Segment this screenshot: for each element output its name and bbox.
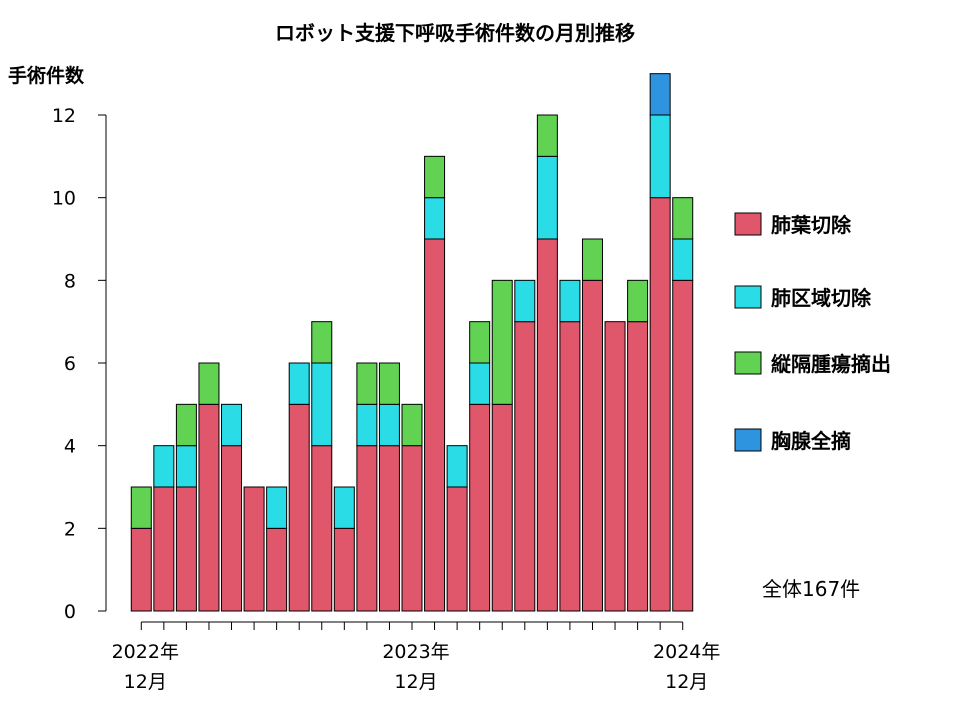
bar-segment bbox=[514, 321, 536, 612]
bar-segment bbox=[130, 486, 152, 529]
y-axis-label: 手術件数 bbox=[8, 64, 85, 87]
legend-swatch bbox=[734, 212, 762, 236]
bar-segment bbox=[672, 197, 694, 240]
plot-area bbox=[130, 73, 694, 612]
bar-segment bbox=[649, 73, 671, 116]
bar-segment bbox=[581, 238, 603, 281]
legend-swatch bbox=[734, 428, 762, 452]
total-annotation: 全体167件 bbox=[762, 577, 860, 601]
bar-segment bbox=[491, 403, 513, 612]
legend-label: 肺葉切除 bbox=[771, 213, 852, 237]
bar-segment bbox=[536, 155, 558, 240]
y-tick-label: 6 bbox=[64, 353, 76, 375]
bar-segment bbox=[153, 445, 175, 488]
bar-segment bbox=[627, 279, 649, 323]
bar-segment bbox=[378, 362, 400, 405]
x-tick-label: 12月 bbox=[124, 671, 167, 693]
bar-segment bbox=[311, 362, 333, 447]
bar-segment bbox=[559, 279, 581, 323]
y-tick-label: 8 bbox=[64, 270, 76, 292]
legend-swatch bbox=[734, 285, 762, 309]
axes: 0 2 4 6 8 10 12 2022年 12月 2023年 12月 2024年 12月 bbox=[52, 105, 721, 693]
bar-segment bbox=[401, 445, 423, 612]
bar-segment bbox=[446, 445, 468, 488]
bar-segment bbox=[424, 197, 446, 240]
bar-segment bbox=[311, 321, 333, 364]
bar-segment bbox=[469, 362, 491, 405]
bar-segment bbox=[672, 279, 694, 612]
bar-segment bbox=[221, 403, 243, 447]
bar-segment bbox=[536, 238, 558, 612]
bar-segment bbox=[536, 114, 558, 157]
bar-segment bbox=[378, 445, 400, 612]
bar-segment bbox=[288, 403, 310, 612]
bar-segment bbox=[649, 197, 671, 612]
bar-segment bbox=[356, 362, 378, 405]
bar-segment bbox=[175, 486, 197, 612]
bar-segment bbox=[266, 527, 288, 612]
chart-title: ロボット支援下呼吸手術件数の月別推移 bbox=[275, 21, 635, 45]
bar-segment bbox=[491, 279, 513, 405]
bar-segment bbox=[221, 445, 243, 612]
bar-segment bbox=[514, 279, 536, 323]
y-tick-label: 12 bbox=[52, 105, 76, 127]
bar-segment bbox=[559, 321, 581, 612]
bar-segment bbox=[130, 527, 152, 612]
y-tick-label: 2 bbox=[64, 518, 76, 540]
legend-label: 肺区域切除 bbox=[771, 286, 872, 310]
bar-segment bbox=[604, 321, 626, 612]
bar-segment bbox=[333, 486, 355, 529]
bar-segment bbox=[424, 238, 446, 612]
legend-label: 縦隔腫瘍摘出 bbox=[771, 352, 891, 376]
bar-segment bbox=[288, 362, 310, 405]
bar-segment bbox=[649, 114, 671, 199]
x-tick-label: 2023年 bbox=[382, 641, 449, 663]
y-tick-label: 10 bbox=[52, 188, 76, 210]
x-tick-label: 12月 bbox=[394, 671, 437, 693]
bar-segment bbox=[243, 486, 265, 612]
bar-segment bbox=[198, 362, 220, 405]
bar-segment bbox=[378, 403, 400, 447]
bar-segment bbox=[581, 279, 603, 612]
legend-label: 胸腺全摘 bbox=[771, 429, 851, 453]
bar-segment bbox=[153, 486, 175, 612]
y-tick-label: 0 bbox=[64, 601, 76, 623]
bar-segment bbox=[356, 445, 378, 612]
bar-segment bbox=[424, 155, 446, 199]
x-tick-label: 2024年 bbox=[653, 641, 720, 663]
bar-segment bbox=[175, 403, 197, 447]
x-tick-label: 2022年 bbox=[112, 641, 179, 663]
bar-segment bbox=[356, 403, 378, 447]
bar-segment bbox=[266, 486, 288, 529]
bar-segment bbox=[198, 403, 220, 612]
bar-segment bbox=[401, 403, 423, 447]
bar-segment bbox=[311, 445, 333, 612]
y-tick-label: 4 bbox=[64, 436, 76, 458]
bar-segment bbox=[175, 445, 197, 488]
x-tick-label: 12月 bbox=[665, 671, 708, 693]
bar-segment bbox=[672, 238, 694, 281]
bar-segment bbox=[446, 486, 468, 612]
bar-segment bbox=[469, 321, 491, 364]
bar-segment bbox=[627, 321, 649, 612]
legend-swatch bbox=[734, 351, 762, 375]
bar-segment bbox=[469, 403, 491, 612]
bar-segment bbox=[333, 527, 355, 612]
